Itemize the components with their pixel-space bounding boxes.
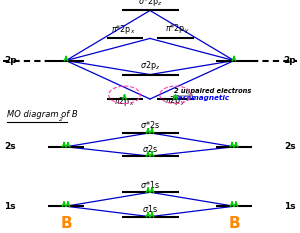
Text: 1s: 1s xyxy=(4,202,16,211)
Text: 2s: 2s xyxy=(284,142,296,151)
Text: $\pi$2p$_y$: $\pi$2p$_y$ xyxy=(165,95,186,108)
Text: $\pi$2p$_x$: $\pi$2p$_x$ xyxy=(114,95,135,108)
Text: $\sigma$*2s: $\sigma$*2s xyxy=(140,120,160,130)
Text: $\pi$*2p$_y$: $\pi$*2p$_y$ xyxy=(165,23,189,36)
Text: Paramagnetic: Paramagnetic xyxy=(174,95,230,101)
Text: 2 unpaired electrons: 2 unpaired electrons xyxy=(174,88,251,94)
Text: $\sigma$*2p$_z$: $\sigma$*2p$_z$ xyxy=(138,0,162,8)
Text: B: B xyxy=(60,216,72,231)
Text: 2: 2 xyxy=(59,117,63,123)
Text: 2s: 2s xyxy=(4,142,16,151)
Text: $\sigma$2s: $\sigma$2s xyxy=(142,143,158,154)
Text: $\sigma$2p$_z$: $\sigma$2p$_z$ xyxy=(140,59,160,72)
Text: B: B xyxy=(228,216,240,231)
Text: 2p: 2p xyxy=(4,56,17,65)
Text: $\sigma$*1s: $\sigma$*1s xyxy=(140,179,160,190)
Text: 1s: 1s xyxy=(284,202,296,211)
Text: $\sigma$1s: $\sigma$1s xyxy=(142,203,158,214)
Text: MO diagram of B: MO diagram of B xyxy=(7,110,77,119)
Text: 2p: 2p xyxy=(283,56,296,65)
Text: $\pi$*2p$_x$: $\pi$*2p$_x$ xyxy=(111,23,135,36)
